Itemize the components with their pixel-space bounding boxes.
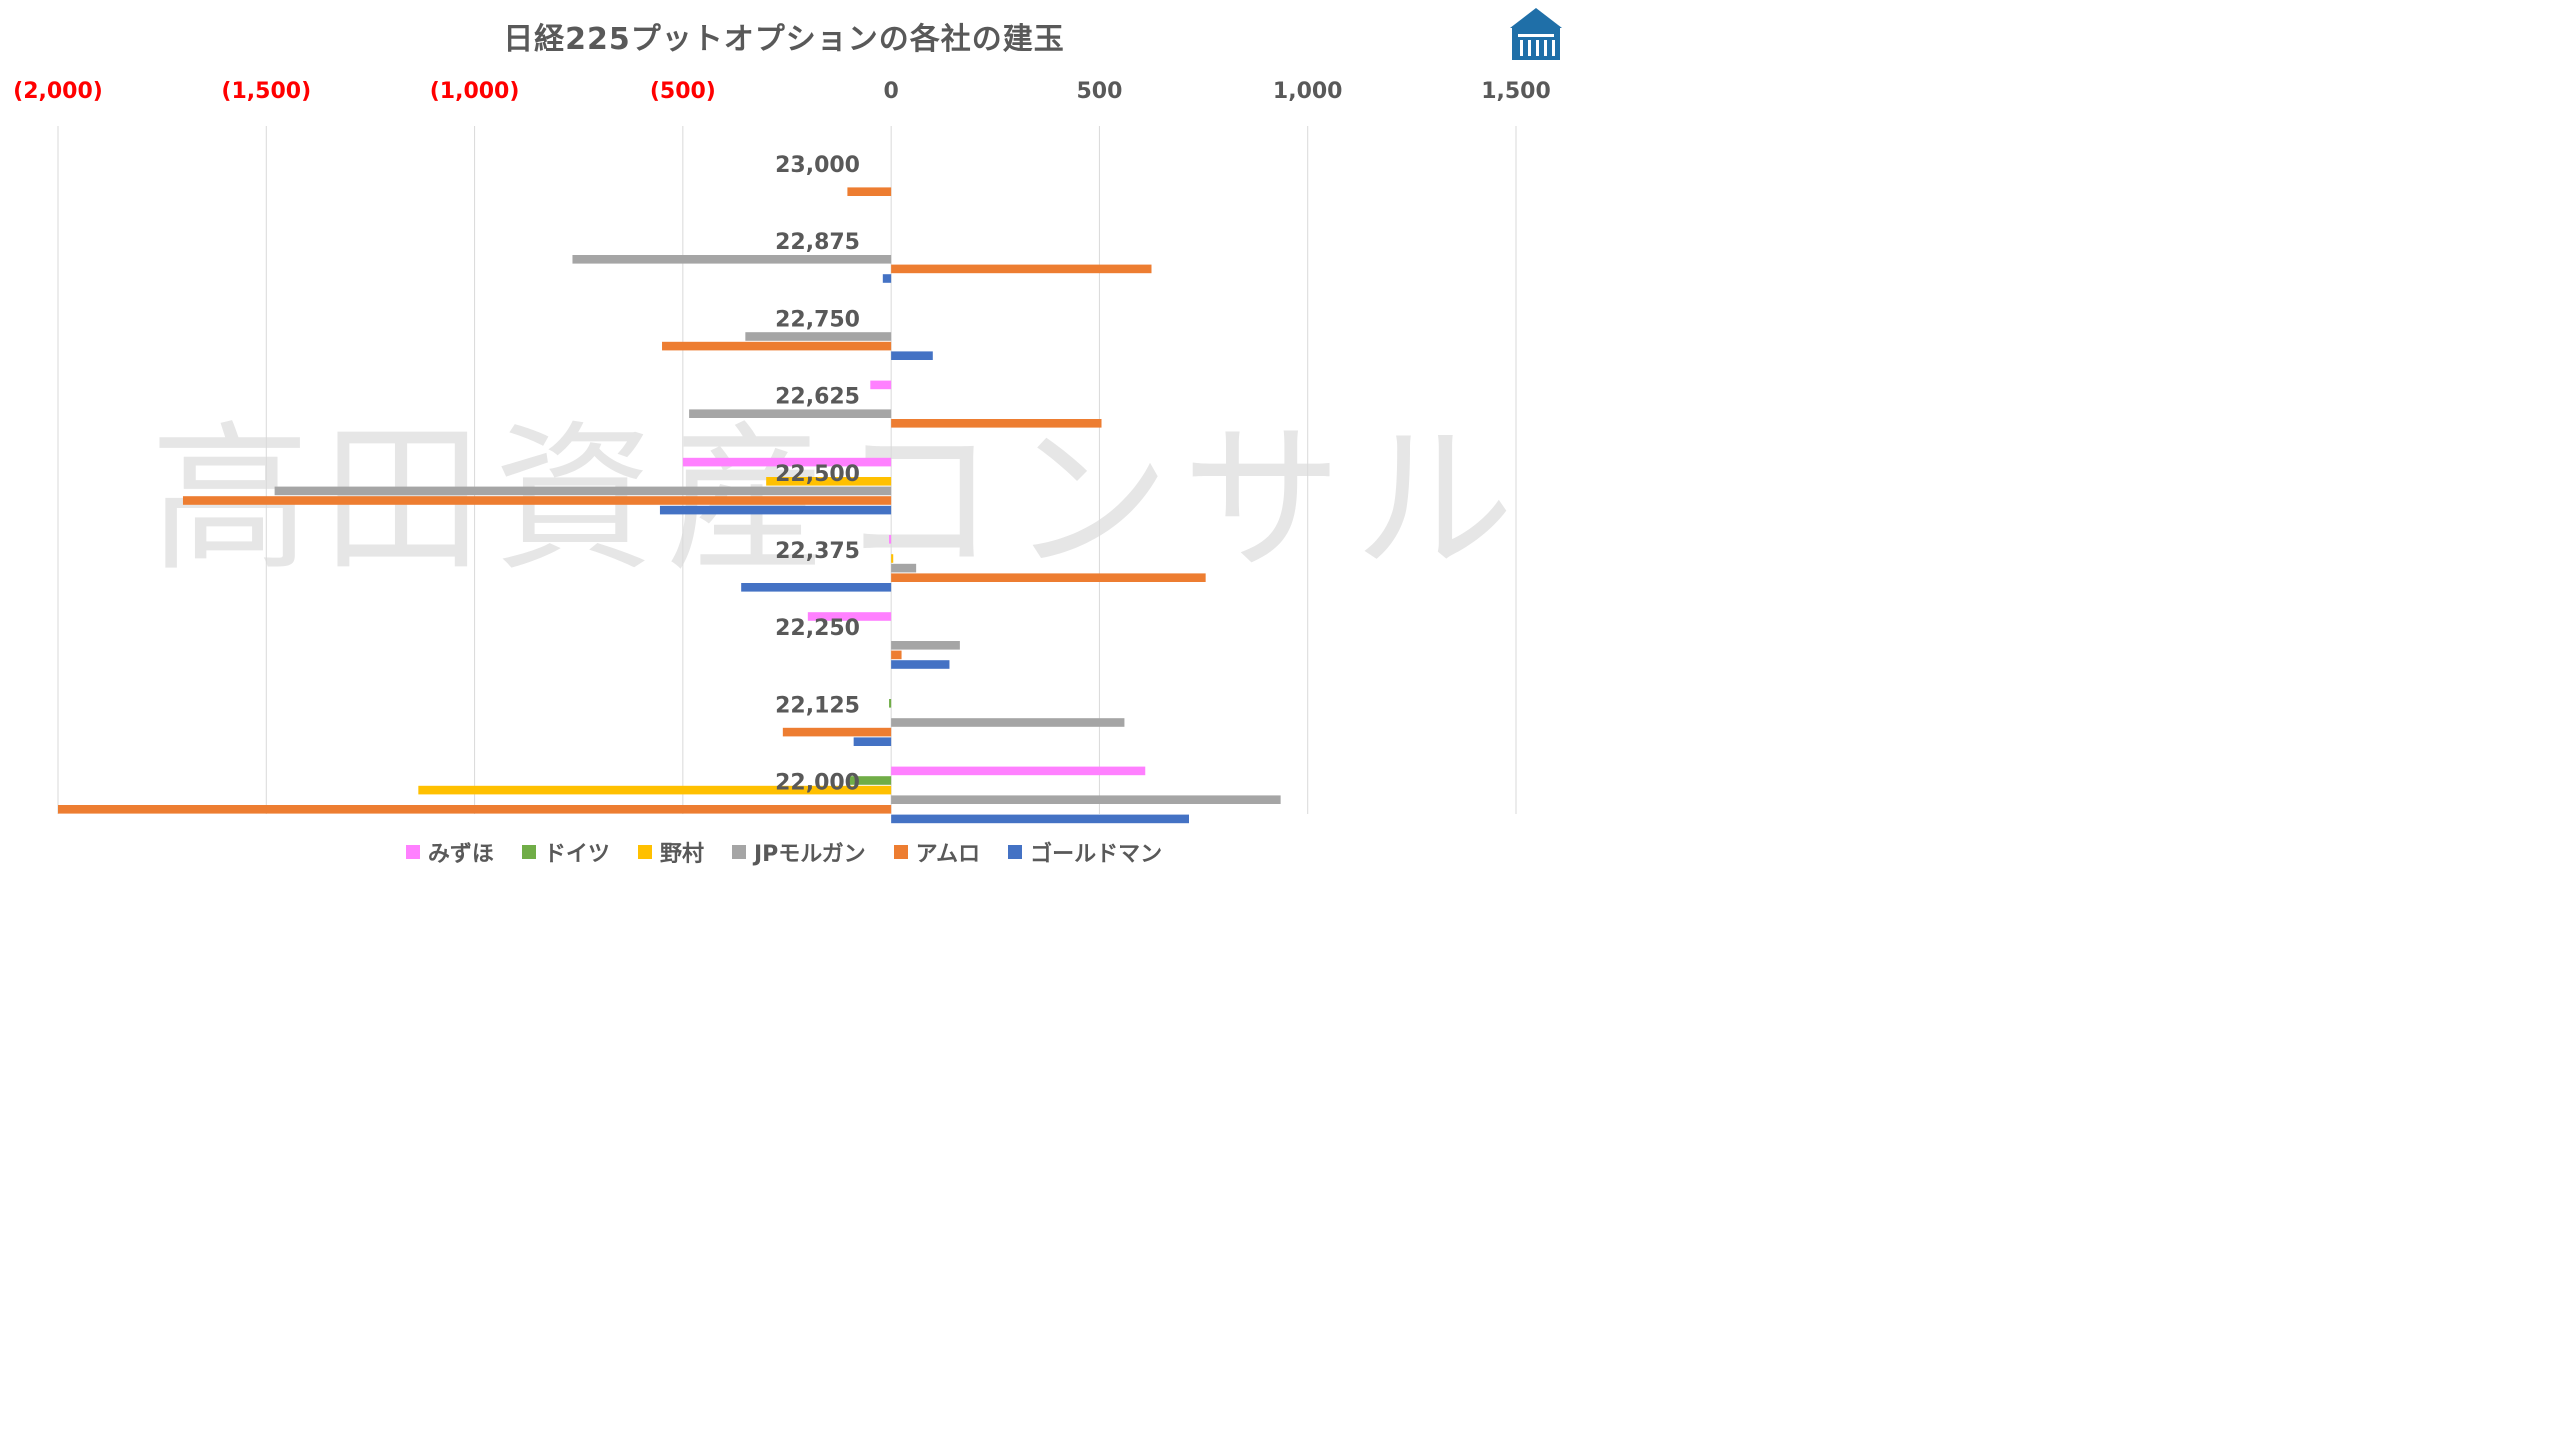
bar	[891, 419, 1102, 428]
bar	[182, 496, 892, 505]
bar	[572, 255, 892, 264]
bar	[274, 486, 892, 496]
x-tick-label: 1,500	[1481, 79, 1551, 104]
category-label: 22,625	[775, 385, 860, 410]
bar	[870, 380, 892, 390]
bar	[847, 187, 892, 196]
category-label: 22,750	[775, 307, 860, 332]
bar	[891, 563, 917, 573]
bar	[891, 264, 1152, 274]
x-tick-label: (500)	[650, 79, 716, 104]
legend-label: JPモルガン	[753, 842, 866, 867]
legend-item: ゴールドマン	[1008, 836, 1162, 868]
legend-item: アムロ	[893, 836, 981, 868]
legend-label: みずほ	[427, 842, 494, 867]
legend-item: 野村	[637, 836, 704, 868]
bar	[58, 805, 892, 814]
bar	[682, 457, 892, 467]
bar	[891, 795, 1281, 804]
bar	[807, 612, 892, 621]
x-tick-label: 0	[883, 79, 898, 104]
bar	[782, 727, 892, 737]
bar	[891, 766, 1146, 776]
x-tick-label: 500	[1076, 79, 1122, 104]
bar	[659, 505, 892, 515]
x-tick-label: 1,000	[1273, 79, 1343, 104]
bar	[882, 274, 892, 283]
legend-item: ドイツ	[521, 836, 610, 868]
bar	[741, 583, 892, 592]
bar	[849, 776, 892, 785]
category-label: 22,500	[775, 462, 860, 487]
legend-label: ゴールドマン	[1030, 842, 1163, 867]
legend-label: 野村	[659, 842, 704, 867]
legend-swatch	[637, 845, 652, 859]
bar	[891, 351, 933, 360]
legend-item: JPモルガン	[731, 836, 866, 868]
legend: みずほ ドイツ 野村 JPモルガン アムロ ゴールドマン	[0, 836, 1568, 868]
bar	[689, 409, 892, 418]
category-label: 22,375	[775, 539, 860, 564]
category-label: 22,125	[775, 693, 860, 718]
x-tick-label: (1,500)	[221, 79, 311, 104]
bar	[891, 718, 1125, 727]
category-label: 22,875	[775, 230, 860, 255]
bar	[662, 341, 892, 351]
bar	[853, 737, 892, 746]
bar	[745, 332, 892, 341]
x-tick-label: (2,000)	[13, 79, 103, 104]
bar	[891, 814, 1189, 824]
bar	[891, 641, 960, 650]
category-label: 23,000	[775, 153, 860, 178]
bar	[889, 535, 892, 544]
legend-swatch	[405, 845, 420, 859]
plot-area: (2,000) (1,500) (1,000) (500) 0 500 1,000 1,500…	[13, 79, 1551, 824]
legend-swatch	[521, 845, 536, 859]
bar	[891, 650, 902, 660]
bar	[418, 785, 892, 795]
legend-swatch	[731, 845, 746, 859]
bar	[766, 477, 892, 486]
legend-swatch	[1008, 845, 1023, 859]
category-label: 22,000	[775, 771, 860, 796]
legend-label: アムロ	[915, 842, 981, 867]
x-tick-label: (1,000)	[430, 79, 520, 104]
bar	[891, 660, 950, 669]
category-label: 22,250	[775, 616, 860, 641]
building-icon	[1510, 8, 1562, 60]
bar	[889, 699, 892, 708]
bar	[891, 573, 1206, 582]
legend-label: ドイツ	[543, 842, 610, 867]
legend-item: みずほ	[405, 836, 494, 868]
bar	[891, 554, 894, 563]
chart-title: 日経225プットオプションの各社の建玉	[503, 22, 1065, 57]
legend-swatch	[893, 845, 908, 859]
